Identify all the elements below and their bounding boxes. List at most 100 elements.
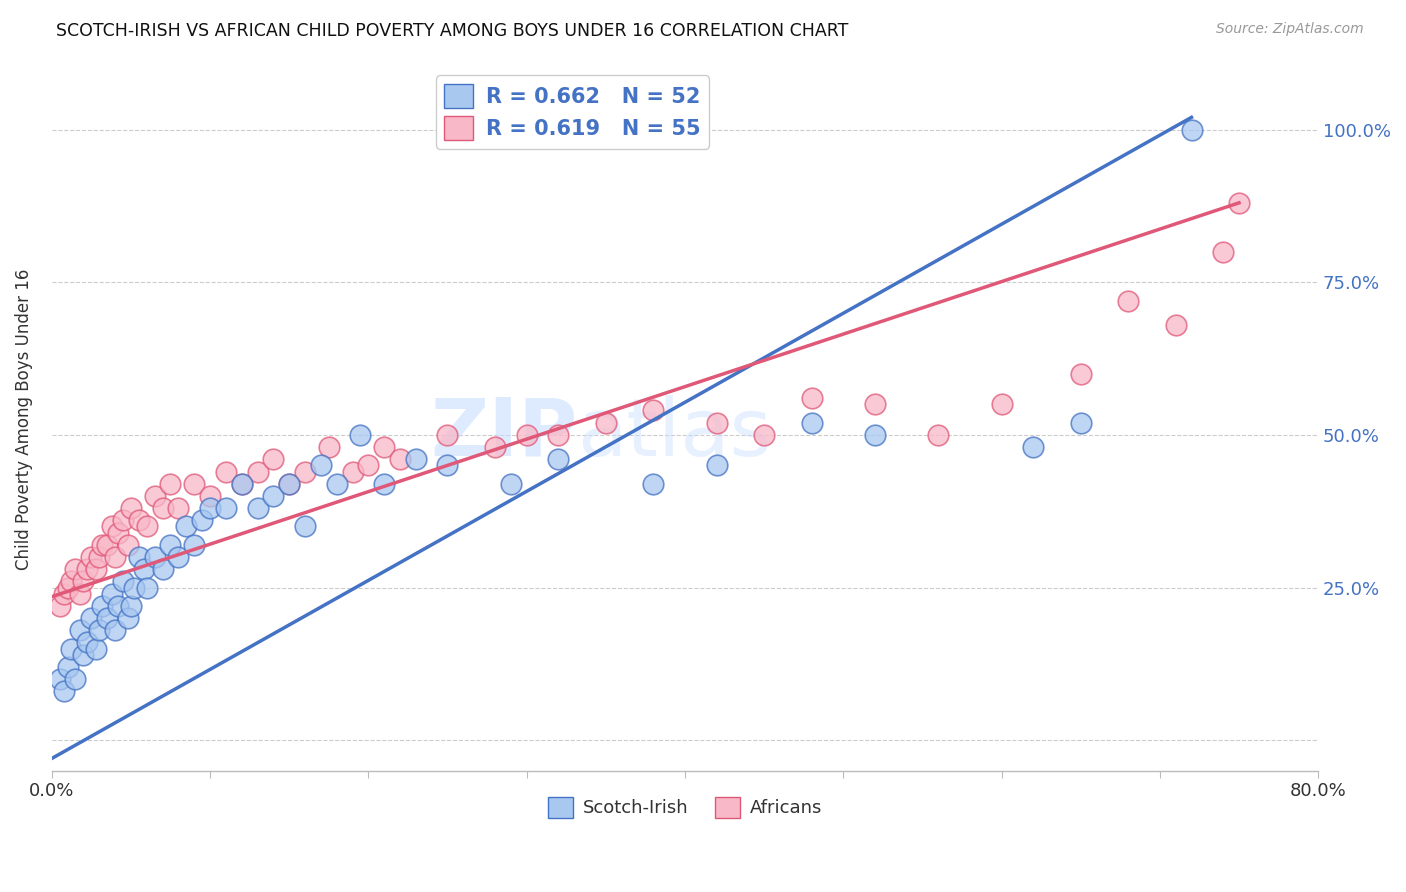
Point xyxy=(231,476,253,491)
Point xyxy=(91,538,114,552)
Point xyxy=(595,416,617,430)
Point xyxy=(405,452,427,467)
Point xyxy=(56,660,79,674)
Point xyxy=(104,549,127,564)
Point xyxy=(706,458,728,473)
Point xyxy=(357,458,380,473)
Point xyxy=(1227,195,1250,210)
Point xyxy=(48,672,70,686)
Point xyxy=(111,574,134,589)
Point xyxy=(72,648,94,662)
Point xyxy=(69,624,91,638)
Point xyxy=(143,549,166,564)
Point xyxy=(294,465,316,479)
Point xyxy=(643,403,665,417)
Point xyxy=(128,513,150,527)
Point xyxy=(547,428,569,442)
Point xyxy=(373,440,395,454)
Point xyxy=(318,440,340,454)
Point xyxy=(436,458,458,473)
Point xyxy=(349,428,371,442)
Point xyxy=(1022,440,1045,454)
Point xyxy=(59,641,82,656)
Point xyxy=(80,549,103,564)
Point xyxy=(246,501,269,516)
Point xyxy=(159,538,181,552)
Point xyxy=(990,397,1012,411)
Point xyxy=(117,538,139,552)
Point xyxy=(89,549,111,564)
Point xyxy=(122,581,145,595)
Point xyxy=(76,562,98,576)
Point xyxy=(107,525,129,540)
Point xyxy=(1180,122,1202,136)
Point xyxy=(547,452,569,467)
Point xyxy=(143,489,166,503)
Point xyxy=(135,519,157,533)
Point xyxy=(69,586,91,600)
Point xyxy=(215,465,238,479)
Point xyxy=(388,452,411,467)
Point xyxy=(96,611,118,625)
Point xyxy=(101,586,124,600)
Point xyxy=(104,624,127,638)
Point xyxy=(72,574,94,589)
Point xyxy=(117,611,139,625)
Point xyxy=(91,599,114,613)
Point xyxy=(84,641,107,656)
Point xyxy=(278,476,301,491)
Point xyxy=(84,562,107,576)
Point xyxy=(132,562,155,576)
Text: SCOTCH-IRISH VS AFRICAN CHILD POVERTY AMONG BOYS UNDER 16 CORRELATION CHART: SCOTCH-IRISH VS AFRICAN CHILD POVERTY AM… xyxy=(56,22,849,40)
Point xyxy=(484,440,506,454)
Point xyxy=(215,501,238,516)
Point xyxy=(53,684,76,698)
Point xyxy=(76,635,98,649)
Point xyxy=(152,562,174,576)
Point xyxy=(56,581,79,595)
Point xyxy=(198,489,221,503)
Point xyxy=(191,513,214,527)
Text: Source: ZipAtlas.com: Source: ZipAtlas.com xyxy=(1216,22,1364,37)
Point xyxy=(80,611,103,625)
Point xyxy=(231,476,253,491)
Point xyxy=(863,428,886,442)
Point xyxy=(246,465,269,479)
Point xyxy=(128,549,150,564)
Point xyxy=(373,476,395,491)
Point xyxy=(1164,318,1187,332)
Point xyxy=(183,476,205,491)
Point xyxy=(96,538,118,552)
Point xyxy=(499,476,522,491)
Point xyxy=(1212,244,1234,259)
Y-axis label: Child Poverty Among Boys Under 16: Child Poverty Among Boys Under 16 xyxy=(15,268,32,570)
Point xyxy=(1070,367,1092,381)
Point xyxy=(1070,416,1092,430)
Point xyxy=(120,599,142,613)
Point xyxy=(176,519,198,533)
Point xyxy=(152,501,174,516)
Point xyxy=(309,458,332,473)
Point xyxy=(863,397,886,411)
Legend: Scotch-Irish, Africans: Scotch-Irish, Africans xyxy=(541,789,830,825)
Point xyxy=(53,586,76,600)
Point xyxy=(107,599,129,613)
Point xyxy=(59,574,82,589)
Point xyxy=(1116,293,1139,308)
Point xyxy=(262,452,284,467)
Point xyxy=(101,519,124,533)
Point xyxy=(65,562,87,576)
Point xyxy=(89,624,111,638)
Point xyxy=(262,489,284,503)
Point xyxy=(752,428,775,442)
Point xyxy=(120,501,142,516)
Text: ZIP: ZIP xyxy=(430,394,578,473)
Point xyxy=(167,549,190,564)
Point xyxy=(183,538,205,552)
Point xyxy=(65,672,87,686)
Point xyxy=(927,428,949,442)
Point xyxy=(167,501,190,516)
Point xyxy=(159,476,181,491)
Point xyxy=(111,513,134,527)
Text: atlas: atlas xyxy=(578,394,772,473)
